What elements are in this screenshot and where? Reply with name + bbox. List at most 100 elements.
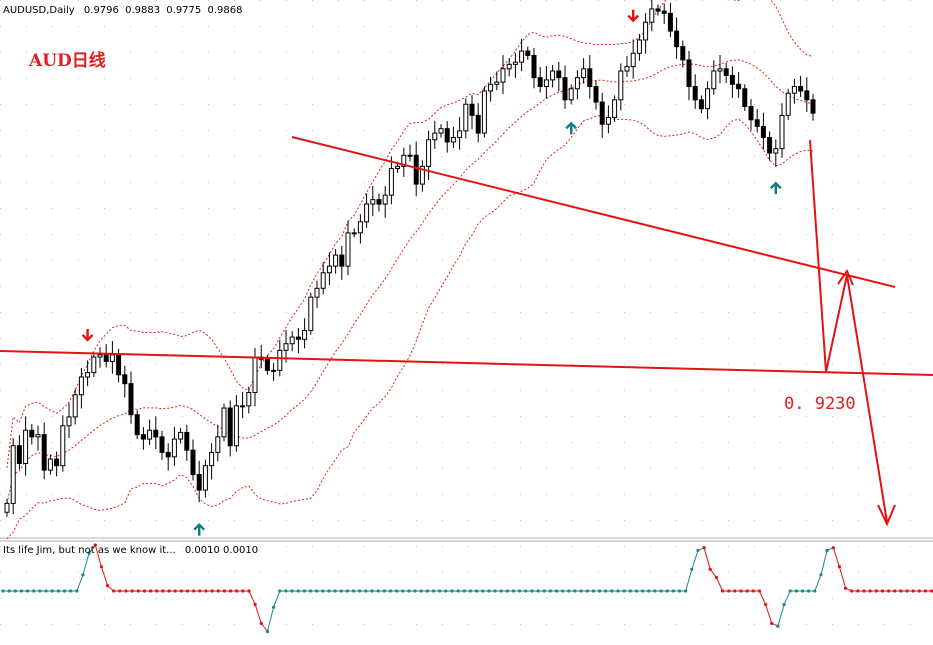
candle xyxy=(469,95,475,130)
indicator-dot xyxy=(518,589,522,593)
candle-body xyxy=(72,394,78,418)
candle xyxy=(587,55,593,99)
candle-body xyxy=(116,354,122,376)
candle xyxy=(537,67,543,93)
candle-body xyxy=(277,349,283,371)
candle xyxy=(72,388,78,425)
indicator-dot xyxy=(431,589,436,593)
candle xyxy=(450,126,456,148)
candle xyxy=(47,454,53,475)
candle xyxy=(543,66,549,99)
candle-body xyxy=(624,66,630,72)
indicator-dot xyxy=(81,573,85,577)
indicator-dot xyxy=(917,589,921,593)
candle-body xyxy=(760,125,766,139)
indicator-dot xyxy=(38,589,42,593)
indicator-dot xyxy=(911,589,915,593)
candle-body xyxy=(773,148,779,154)
candle-body xyxy=(680,46,686,61)
candle-body xyxy=(426,139,432,167)
candle-body xyxy=(537,77,543,88)
indicator-dot xyxy=(690,567,694,572)
candle xyxy=(512,53,518,79)
candle-body xyxy=(711,70,717,90)
candle-body xyxy=(147,429,153,440)
candle xyxy=(779,103,785,158)
trendlines xyxy=(0,136,933,527)
indicator-grid xyxy=(0,542,933,645)
candle xyxy=(481,86,487,138)
indicator-dot xyxy=(542,589,546,593)
indicator-dot xyxy=(185,589,190,593)
indicator-dot xyxy=(44,589,48,593)
signal-arrows xyxy=(81,9,782,536)
indicator-dot xyxy=(930,589,933,593)
candle-body xyxy=(674,30,680,48)
candle xyxy=(103,344,109,368)
indicator-dot xyxy=(50,589,54,593)
indicator-dot xyxy=(222,589,226,593)
candle xyxy=(767,131,773,161)
candle-body xyxy=(41,434,47,471)
candle xyxy=(364,193,370,228)
indicator-dot xyxy=(770,621,774,626)
candle-body xyxy=(215,436,221,453)
candle xyxy=(692,74,698,109)
indicator-dot xyxy=(388,589,393,593)
indicator-dot xyxy=(831,546,835,550)
candle xyxy=(54,451,60,477)
candle xyxy=(798,75,804,97)
candle-body xyxy=(97,354,103,358)
indicator-dot xyxy=(862,589,866,593)
candle-body xyxy=(184,431,190,451)
candle-body xyxy=(134,414,140,436)
indicator-dot xyxy=(358,589,362,593)
candle-body xyxy=(16,445,22,464)
candle xyxy=(742,84,748,111)
candle-body xyxy=(568,88,574,101)
candle xyxy=(60,415,66,472)
indicator-dot xyxy=(887,589,891,593)
candle xyxy=(4,498,10,517)
candle-body xyxy=(345,232,351,267)
indicator-dot xyxy=(800,589,805,593)
indicator-dot xyxy=(714,575,719,580)
candle-body xyxy=(23,429,29,464)
candle-body xyxy=(587,68,593,88)
indicator-dot xyxy=(259,621,263,626)
indicator-dot xyxy=(524,589,528,593)
candle xyxy=(599,92,605,138)
candle xyxy=(494,71,500,91)
indicator-dot xyxy=(450,589,454,593)
indicator-dot xyxy=(438,589,442,593)
candle-body xyxy=(333,254,339,267)
candle xyxy=(643,13,649,54)
indicator-dot xyxy=(493,589,497,593)
candle-body xyxy=(29,429,35,438)
candle xyxy=(432,120,438,149)
candle xyxy=(605,105,611,134)
indicator-dot xyxy=(228,589,233,593)
indicator-dot xyxy=(204,589,208,593)
indicator-dot xyxy=(843,586,848,590)
candle-body xyxy=(649,8,655,23)
candle xyxy=(246,386,252,414)
main-grid xyxy=(0,0,933,537)
candle-body xyxy=(643,21,649,41)
candle xyxy=(550,65,556,88)
candle-body xyxy=(78,376,84,396)
indicator-dot xyxy=(149,589,153,593)
indicator-dot xyxy=(296,589,300,593)
indicator-dot xyxy=(161,589,165,593)
forecast-path xyxy=(809,139,888,523)
candle-body xyxy=(376,199,382,205)
indicator-title: Its life Jim, but not as we know it... 0… xyxy=(3,545,258,556)
indicator-dot xyxy=(899,589,903,593)
candle-body xyxy=(54,458,60,467)
candle xyxy=(717,55,723,84)
candle-body xyxy=(562,77,568,101)
indicator-dot xyxy=(118,589,122,593)
candle xyxy=(289,331,295,352)
